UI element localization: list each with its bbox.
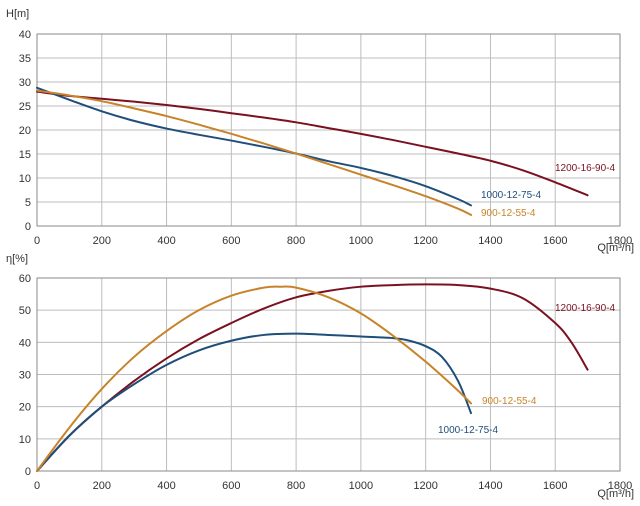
head-x-tick-label: 0 [34, 235, 40, 247]
efficiency-x-tick-label: 1800 [608, 480, 632, 492]
head-series-label-1000-12-75-4: 1000-12-75-4 [481, 190, 541, 201]
efficiency-series-label-1200-16-90-4: 1200-16-90-4 [555, 303, 615, 314]
efficiency-x-axis-title: Q[m³/h] [597, 488, 634, 500]
head-x-tick-label: 1000 [349, 235, 373, 247]
efficiency-x-tick-label: 1000 [349, 480, 373, 492]
head-x-tick-label: 200 [93, 235, 111, 247]
head-y-tick-label: 0 [25, 221, 31, 233]
head-x-tick-label: 1600 [543, 235, 567, 247]
efficiency-x-tick-label: 0 [34, 480, 40, 492]
efficiency-x-tick-label: 600 [222, 480, 240, 492]
efficiency-x-tick-label: 200 [93, 480, 111, 492]
head-y-tick-label: 40 [19, 29, 31, 41]
head-y-tick-label: 30 [19, 77, 31, 89]
head-plot-frame [36, 33, 621, 227]
head-x-tick-label: 1400 [478, 235, 502, 247]
head-series-line-1200-16-90-4 [36, 90, 589, 197]
head-x-tick-label: 400 [157, 235, 175, 247]
efficiency-y-tick-label: 40 [19, 337, 31, 349]
efficiency-x-tick-label: 1400 [478, 480, 502, 492]
efficiency-y-tick-label: 30 [19, 370, 31, 382]
head-y-tick-label: 15 [19, 149, 31, 161]
head-series-line-1000-12-75-4 [36, 86, 473, 207]
head-y-tick-label: 10 [19, 173, 31, 185]
head-x-tick-label: 1200 [413, 235, 437, 247]
head-x-tick-label: 600 [222, 235, 240, 247]
efficiency-plot-frame [36, 277, 621, 472]
head-x-axis-title: Q[m³/h] [597, 242, 634, 254]
efficiency-series-line-1200-16-90-4 [36, 283, 589, 472]
efficiency-x-tick-label: 800 [287, 480, 305, 492]
head-y-tick-label: 20 [19, 125, 31, 137]
efficiency-x-tick-label: 1600 [543, 480, 567, 492]
head-y-tick-label: 35 [19, 53, 31, 65]
efficiency-series-line-1000-12-75-4 [36, 332, 473, 472]
efficiency-series-line-900-12-55-4 [36, 285, 473, 472]
efficiency-y-axis-title: η[%] [6, 253, 28, 265]
head-series-line-900-12-55-4 [36, 89, 473, 216]
efficiency-series-label-900-12-55-4: 900-12-55-4 [482, 396, 537, 407]
head-series-label-900-12-55-4: 900-12-55-4 [481, 208, 536, 219]
efficiency-y-tick-label: 60 [19, 273, 31, 285]
head-y-axis-title: H[m] [6, 8, 29, 20]
efficiency-y-tick-label: 0 [25, 466, 31, 478]
efficiency-y-tick-label: 50 [19, 305, 31, 317]
head-x-tick-label: 1800 [608, 235, 632, 247]
efficiency-y-tick-label: 20 [19, 402, 31, 414]
head-series-label-1200-16-90-4: 1200-16-90-4 [555, 163, 615, 174]
efficiency-series-label-1000-12-75-4: 1000-12-75-4 [438, 425, 498, 436]
head-x-tick-label: 800 [287, 235, 305, 247]
head-y-tick-label: 5 [25, 197, 31, 209]
head-y-tick-label: 25 [19, 101, 31, 113]
efficiency-y-tick-label: 10 [19, 434, 31, 446]
efficiency-x-tick-label: 1200 [413, 480, 437, 492]
efficiency-x-tick-label: 400 [157, 480, 175, 492]
